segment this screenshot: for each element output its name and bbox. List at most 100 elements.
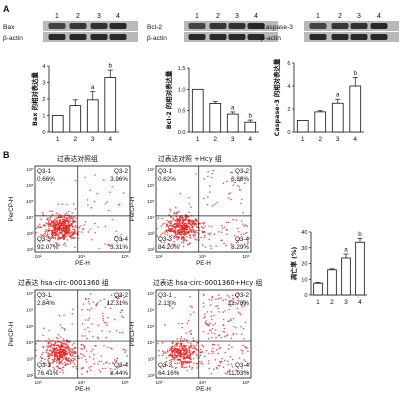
y-tick-label: 10 (301, 277, 307, 283)
flow-event-dot (73, 347, 76, 350)
flow-event-dot (185, 216, 188, 219)
flow-event-dot (49, 365, 51, 367)
flow-event-dot (64, 354, 67, 356)
flow-event-dot (47, 222, 50, 225)
flow-event-dot (69, 350, 72, 353)
flow-y-axis-label: PerCP-H (8, 322, 15, 347)
flow-event-dot (90, 350, 92, 353)
flow-event-dot (40, 360, 43, 362)
flow-event-dot (181, 322, 183, 325)
flow-event-dot (193, 350, 195, 353)
flow-event-dot (188, 196, 190, 199)
blot-band (69, 34, 87, 40)
y-tick-label: 0.0 (178, 130, 186, 136)
flow-event-dot (191, 219, 194, 222)
flow-event-dot (73, 230, 76, 232)
flow-event-dot (67, 218, 69, 220)
flow-event-dot (238, 186, 240, 188)
flow-event-dot (176, 226, 179, 228)
quadrant-name: Q3-3 (37, 236, 51, 243)
flow-event-dot (186, 369, 188, 372)
x-tick-label: 4 (358, 299, 362, 306)
flow-event-dot (71, 230, 73, 233)
flow-event-dot (240, 325, 242, 328)
flow-event-dot (244, 302, 247, 304)
flow-event-dot (100, 355, 102, 358)
y-tick-label: 1.5 (178, 66, 186, 72)
flow-event-dot (50, 181, 53, 184)
flow-event-dot (82, 367, 84, 370)
flow-event-dot (73, 237, 75, 239)
flow-event-dot (70, 232, 73, 234)
flow-event-dot (66, 230, 68, 233)
flow-event-dot (50, 343, 53, 346)
y-tick-label: 1.0 (178, 87, 186, 93)
flow-event-dot (183, 353, 185, 356)
blot-lane-label: 2 (338, 13, 342, 20)
flow-event-dot (117, 204, 120, 206)
flow-event-dot (207, 196, 209, 198)
flow-event-dot (179, 345, 181, 348)
flow-event-dot (71, 344, 74, 346)
flow-event-dot (61, 356, 64, 358)
flow-event-dot (102, 317, 104, 320)
flow-event-dot (48, 240, 51, 243)
flow-event-dot (169, 304, 171, 307)
blot-lane-label: 3 (97, 13, 101, 20)
flow-event-dot (58, 351, 60, 353)
flow-event-dot (181, 236, 183, 238)
flow-plot-3: 过表达 hsa-circ-0001360 组 Q3-12.84% Q3-212.31… (8, 278, 131, 393)
flow-event-dot (57, 337, 59, 340)
flow-event-dot (214, 359, 217, 361)
flow-event-dot (164, 233, 166, 235)
flow-event-dot (185, 366, 188, 369)
quadrant-percent: 76.41% (37, 370, 59, 377)
flow-event-dot (59, 349, 61, 351)
flow-event-dot (72, 226, 74, 228)
flow-event-dot (71, 236, 74, 239)
quadrant-name: Q3-3 (158, 362, 172, 369)
flow-event-dot (182, 360, 184, 363)
flow-event-dot (74, 355, 76, 358)
flow-event-dot (177, 226, 180, 228)
flow-event-dot (54, 348, 57, 350)
bar (355, 241, 365, 296)
flow-event-dot (178, 233, 181, 235)
flow-event-dot (55, 212, 58, 214)
flow-event-dot (238, 237, 241, 240)
blot-row-label: Bax (3, 24, 15, 31)
flow-event-dot (68, 222, 71, 224)
flow-event-dot (115, 329, 118, 332)
flow-event-dot (74, 225, 77, 227)
flow-event-dot (181, 228, 183, 231)
flow-event-dot (188, 356, 191, 359)
flow-event-dot (221, 239, 223, 241)
flow-event-dot (105, 336, 108, 339)
flow-event-dot (71, 354, 74, 357)
flow-y-tick: 10⁶ (26, 307, 33, 313)
flow-event-dot (50, 225, 52, 228)
flow-event-dot (57, 341, 60, 343)
flow-event-dot (222, 299, 225, 302)
flow-event-dot (92, 358, 95, 360)
flow-event-dot (184, 233, 187, 236)
flow-event-dot (119, 295, 122, 297)
flow-event-dot (53, 360, 56, 363)
flow-event-dot (182, 217, 185, 219)
flow-event-dot (211, 296, 214, 299)
flow-event-dot (50, 362, 52, 364)
flow-event-dot (211, 336, 213, 339)
flow-event-dot (71, 351, 73, 354)
flow-event-dot (68, 357, 70, 360)
flow-event-dot (107, 301, 110, 304)
flow-event-dot (72, 308, 74, 311)
flow-event-dot (182, 223, 185, 225)
flow-event-dot (60, 341, 62, 344)
flow-plot-title: 过表达 hsa-circ-0001360+Hcy 组 (153, 278, 262, 287)
flow-event-dot (44, 230, 46, 233)
flow-event-dot (72, 233, 75, 235)
flow-event-dot (170, 230, 172, 233)
flow-event-dot (52, 226, 55, 229)
flow-event-dot (178, 236, 181, 239)
flow-event-dot (240, 233, 243, 236)
